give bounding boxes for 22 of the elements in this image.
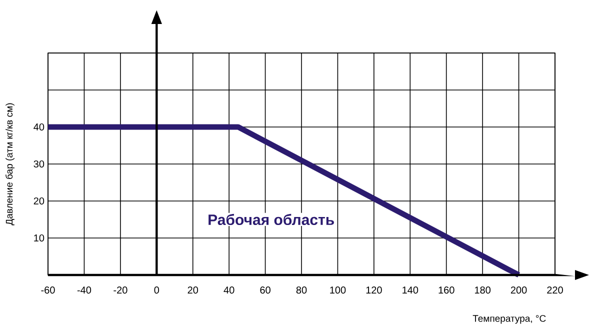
x-tick-label: 20: [188, 286, 198, 294]
x-tick-label: -40: [77, 286, 92, 294]
x-tick-label: 40: [224, 286, 234, 294]
x-tick-label: 220: [547, 286, 563, 294]
x-tick-label: -60: [41, 286, 55, 294]
y-tick-label: 20: [34, 197, 44, 205]
y-axis-title: Давление бар (атм кг/кв см): [6, 103, 14, 226]
x-tick-label: 60: [260, 286, 270, 294]
x-tick-label: 140: [402, 286, 418, 294]
x-tick-label: 100: [330, 286, 346, 294]
x-tick-label: -20: [114, 286, 128, 294]
x-tick-label: 160: [438, 286, 454, 294]
annotation: Рабочая область: [208, 214, 334, 226]
x-tick-label: 0: [154, 286, 160, 294]
x-axis-title: Температура, °C: [472, 315, 546, 324]
x-tick-label: 200: [510, 286, 527, 294]
y-tick-label: 10: [34, 234, 44, 242]
x-tick-label: 180: [474, 286, 491, 294]
y-tick-label: 40: [34, 123, 44, 131]
y-tick-label: 30: [34, 160, 44, 168]
x-tick-label: 120: [366, 286, 382, 294]
x-tick-label: 80: [296, 286, 307, 294]
